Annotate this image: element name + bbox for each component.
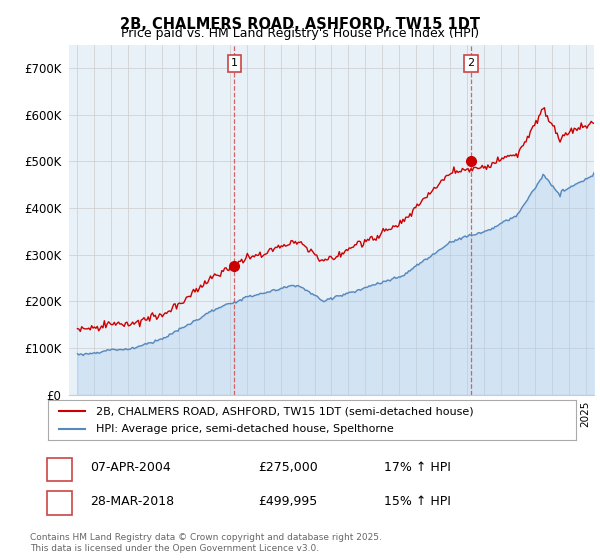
Text: £275,000: £275,000 [258,461,318,474]
Text: 2B, CHALMERS ROAD, ASHFORD, TW15 1DT: 2B, CHALMERS ROAD, ASHFORD, TW15 1DT [120,17,480,32]
Text: 17% ↑ HPI: 17% ↑ HPI [384,461,451,474]
Text: 1: 1 [55,461,64,474]
Text: £499,995: £499,995 [258,494,317,508]
Text: 15% ↑ HPI: 15% ↑ HPI [384,494,451,508]
Text: 1: 1 [231,58,238,68]
Text: 28-MAR-2018: 28-MAR-2018 [90,494,174,508]
Text: 2B, CHALMERS ROAD, ASHFORD, TW15 1DT (semi-detached house): 2B, CHALMERS ROAD, ASHFORD, TW15 1DT (se… [95,407,473,417]
Text: 2: 2 [467,58,475,68]
Text: HPI: Average price, semi-detached house, Spelthorne: HPI: Average price, semi-detached house,… [95,423,393,433]
Text: 07-APR-2004: 07-APR-2004 [90,461,171,474]
Text: Contains HM Land Registry data © Crown copyright and database right 2025.
This d: Contains HM Land Registry data © Crown c… [30,533,382,553]
Text: 2: 2 [55,494,64,508]
Text: Price paid vs. HM Land Registry's House Price Index (HPI): Price paid vs. HM Land Registry's House … [121,27,479,40]
